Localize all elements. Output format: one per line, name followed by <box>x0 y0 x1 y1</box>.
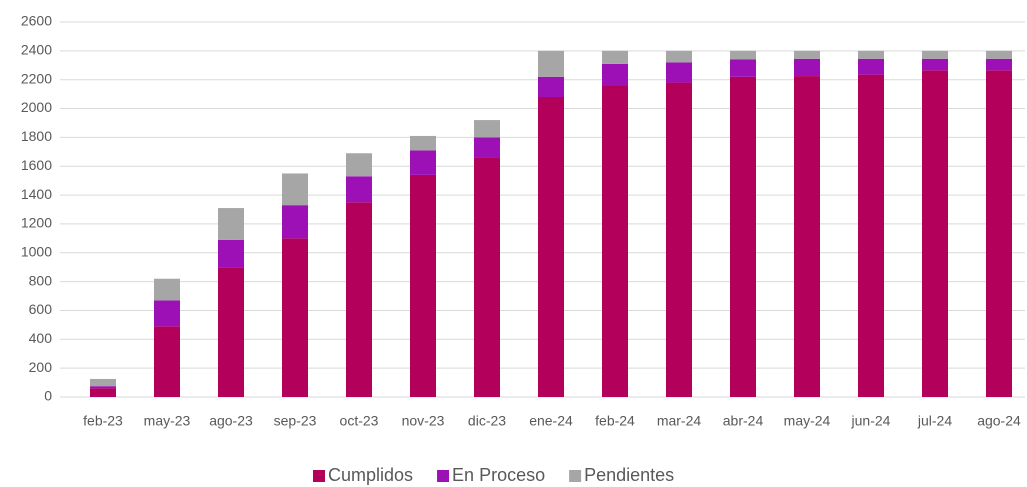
bar-segment <box>986 50 1012 59</box>
bar-segment <box>602 63 628 86</box>
legend-swatch <box>313 470 325 482</box>
x-tick-label: ago-23 <box>209 413 253 429</box>
legend-label: Cumplidos <box>328 465 413 485</box>
x-tick-label: jul-24 <box>917 413 952 429</box>
bar-segment <box>666 82 692 398</box>
legend-swatch <box>437 470 450 482</box>
bar-segment <box>346 176 372 203</box>
bar-segment <box>90 378 116 387</box>
bar-segment <box>218 267 244 397</box>
y-tick-label: 200 <box>29 359 53 375</box>
bar-segment <box>922 58 948 71</box>
bar-segment <box>538 50 564 77</box>
bar-segment <box>602 50 628 64</box>
legend-label: Pendientes <box>584 465 674 485</box>
bar-segment <box>794 76 820 397</box>
bar-segment <box>730 76 756 398</box>
y-tick-label: 1800 <box>21 128 52 144</box>
bar-segment <box>90 388 116 397</box>
y-tick-label: 2200 <box>21 70 52 86</box>
bar-segment <box>858 58 884 75</box>
bar-segment <box>538 76 564 97</box>
bar-segment <box>922 50 948 59</box>
y-tick-label: 2600 <box>21 13 52 29</box>
bar-segment <box>474 157 500 397</box>
x-tick-label: jun-24 <box>851 413 891 429</box>
bar-segment <box>90 386 116 389</box>
bar-segment <box>282 173 308 206</box>
bar-segment <box>666 62 692 83</box>
x-tick-label: may-24 <box>784 413 831 429</box>
bar-segment <box>986 58 1012 71</box>
legend-swatch <box>569 470 582 482</box>
bar-segment <box>922 70 948 397</box>
bar-segment <box>410 174 436 397</box>
bar-segment <box>666 50 692 63</box>
x-tick-label: feb-23 <box>83 413 123 429</box>
x-tick-label: abr-24 <box>723 413 764 429</box>
bar-segment <box>602 85 628 397</box>
x-tick-label: feb-24 <box>595 413 635 429</box>
bar-segment <box>474 137 500 158</box>
bar-segment <box>154 300 180 327</box>
x-tick-label: ago-24 <box>977 413 1021 429</box>
y-tick-label: 0 <box>44 388 52 404</box>
bar-segment <box>794 50 820 59</box>
bar-segment <box>218 208 244 240</box>
x-tick-label: dic-23 <box>468 413 506 429</box>
bar-segment <box>282 238 308 397</box>
bar-segment <box>858 50 884 59</box>
x-tick-label: nov-23 <box>402 413 445 429</box>
bar-segment <box>730 59 756 77</box>
bar-segment <box>346 202 372 397</box>
y-tick-label: 1000 <box>21 243 52 259</box>
y-tick-label: 1200 <box>21 215 52 231</box>
x-tick-label: ene-24 <box>529 413 573 429</box>
bar-segment <box>986 70 1012 397</box>
y-tick-label: 600 <box>29 301 53 317</box>
x-tick-label: oct-23 <box>340 413 379 429</box>
bar-segment <box>410 150 436 175</box>
bar-segment <box>218 239 244 268</box>
bar-segment <box>730 50 756 60</box>
y-tick-label: 2000 <box>21 99 52 115</box>
bar-segment <box>154 326 180 397</box>
bar-segment <box>474 120 500 138</box>
bar-segment <box>410 135 436 151</box>
y-tick-label: 400 <box>29 330 53 346</box>
x-tick-label: sep-23 <box>274 413 317 429</box>
y-tick-label: 2400 <box>21 42 52 58</box>
bar-segment <box>282 205 308 239</box>
bar-segment <box>794 58 820 77</box>
x-tick-label: may-23 <box>144 413 191 429</box>
bar-segment <box>154 278 180 301</box>
x-tick-label: mar-24 <box>657 413 702 429</box>
bar-segment <box>346 153 372 177</box>
bar-segment <box>538 97 564 397</box>
y-tick-label: 800 <box>29 272 53 288</box>
y-tick-label: 1400 <box>21 186 52 202</box>
y-tick-label: 1600 <box>21 157 52 173</box>
bar-segment <box>858 74 884 398</box>
legend-label: En Proceso <box>452 465 545 485</box>
